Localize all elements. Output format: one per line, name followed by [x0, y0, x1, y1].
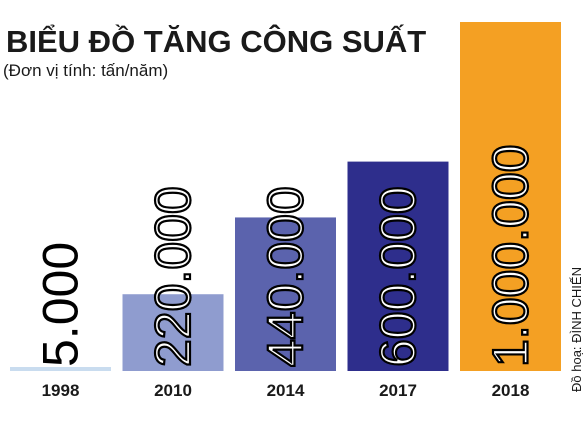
value-label-1998: 5.000 — [33, 242, 89, 367]
bar-2017 — [347, 161, 449, 371]
bar-1998 — [10, 367, 111, 371]
value-label-2010: 220.000 — [145, 186, 201, 367]
x-label-2018: 2018 — [492, 381, 530, 400]
x-label-2014: 2014 — [267, 381, 305, 400]
value-label-2014: 440.000 — [258, 186, 314, 367]
value-label-2018: 1.000.000 — [483, 145, 539, 367]
x-label-2017: 2017 — [379, 381, 417, 400]
x-label-2010: 2010 — [154, 381, 192, 400]
x-label-1998: 1998 — [42, 381, 80, 400]
bars-group: 5.000 220.000 440.000 600.000 1.000.000 — [10, 22, 561, 371]
chart-title: BIỂU ĐỒ TĂNG CÔNG SUẤT — [6, 23, 426, 59]
chart-subtitle: (Đơn vị tính: tấn/năm) — [3, 61, 168, 80]
bar-2014 — [235, 217, 336, 371]
x-axis-labels: 1998 2010 2014 2017 2018 — [42, 381, 530, 400]
bar-2010 — [122, 294, 224, 371]
value-label-2017: 600.000 — [370, 186, 426, 367]
graphic-credit: Đồ hoạ: ĐÌNH CHIẾN — [569, 267, 584, 392]
bar-2018 — [460, 22, 561, 371]
